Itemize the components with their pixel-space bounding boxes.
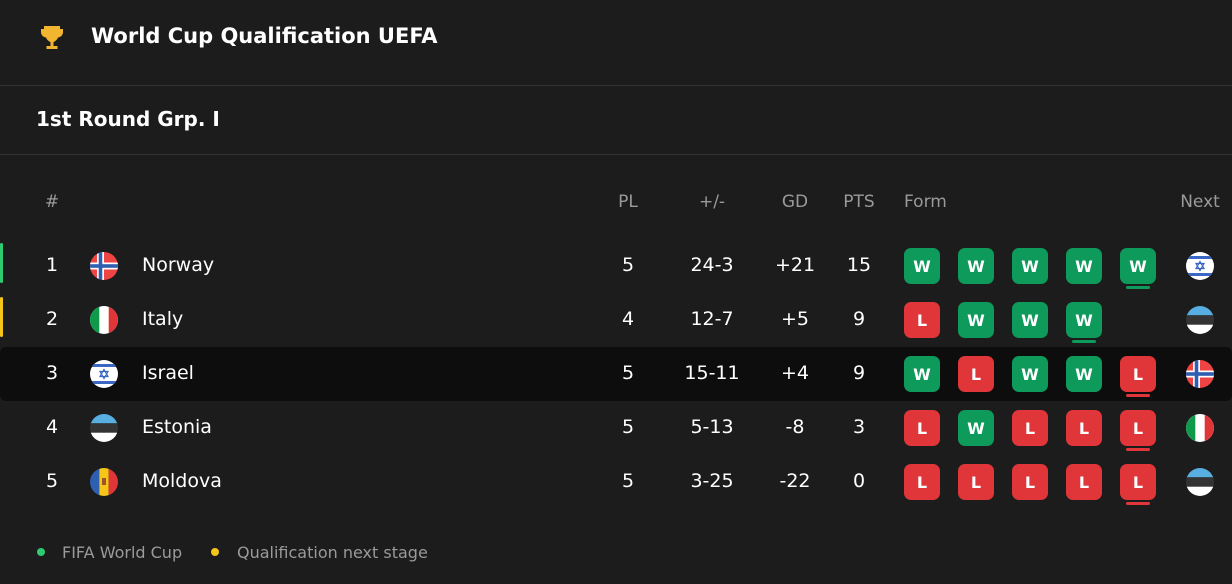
played: 5 — [621, 254, 635, 276]
latest-match-marker — [1126, 286, 1150, 289]
rank: 1 — [45, 254, 59, 276]
form-badge[interactable]: L — [1120, 464, 1156, 500]
goals: 3-25 — [690, 470, 734, 492]
group-title: 1st Round Grp. I — [36, 107, 220, 131]
competition-title[interactable]: World Cup Qualification UEFA — [91, 24, 438, 48]
played: 5 — [621, 416, 635, 438]
next-opponent-flag-icon — [1186, 360, 1214, 388]
table-row[interactable]: 3 Israel 5 15-11 +4 9 W L W W L — [0, 347, 1232, 401]
form-badge[interactable]: W — [1066, 302, 1102, 338]
points: 3 — [852, 416, 866, 438]
table-row[interactable]: 5 Moldova 5 3-25 -22 0 L L L L L — [0, 455, 1232, 509]
goal-difference: +21 — [774, 254, 816, 276]
played: 5 — [621, 470, 635, 492]
next-opponent-flag-icon — [1186, 306, 1214, 334]
col-next: Next — [1180, 192, 1220, 212]
played: 4 — [621, 308, 635, 330]
points: 9 — [852, 308, 866, 330]
team-name[interactable]: Italy — [142, 308, 184, 330]
col-goals: +/- — [698, 192, 726, 212]
form-badge[interactable]: W — [1066, 248, 1102, 284]
trophy-icon — [41, 26, 63, 49]
table-row[interactable]: 2 Italy 4 12-7 +5 9 L W W W — [0, 293, 1232, 347]
rank: 2 — [45, 308, 59, 330]
col-played: PL — [618, 192, 638, 212]
form-badge[interactable]: L — [1120, 410, 1156, 446]
form-badge[interactable]: L — [904, 410, 940, 446]
team-name[interactable]: Moldova — [142, 470, 222, 492]
next-opponent-flag-icon — [1186, 468, 1214, 496]
form-badge[interactable]: W — [904, 356, 940, 392]
form-badge[interactable]: W — [1012, 248, 1048, 284]
goals: 12-7 — [690, 308, 734, 330]
team-name[interactable]: Israel — [142, 362, 194, 384]
latest-match-marker — [1126, 502, 1150, 505]
team-flag-icon — [90, 468, 118, 496]
form-badge[interactable]: L — [1012, 464, 1048, 500]
latest-match-marker — [1126, 394, 1150, 397]
table-row[interactable]: 1 Norway 5 24-3 +21 15 W W W W W — [0, 239, 1232, 293]
played: 5 — [621, 362, 635, 384]
form-badge[interactable]: L — [904, 302, 940, 338]
latest-match-marker — [1072, 340, 1096, 343]
goal-difference: -22 — [779, 470, 811, 492]
rank: 5 — [45, 470, 59, 492]
legend-next-stage: Qualification next stage — [237, 543, 428, 562]
form-badge[interactable]: L — [1012, 410, 1048, 446]
qualification-indicator — [0, 297, 3, 337]
rank: 3 — [45, 362, 59, 384]
col-form: Form — [904, 192, 947, 212]
next-opponent-flag-icon — [1186, 414, 1214, 442]
team-name[interactable]: Norway — [142, 254, 215, 276]
latest-match-marker — [1126, 448, 1150, 451]
qualification-indicator — [0, 243, 3, 283]
legend-dot-next-stage — [211, 548, 219, 556]
next-opponent-flag-icon — [1186, 252, 1214, 280]
team-flag-icon — [90, 360, 118, 388]
competition-header — [0, 0, 1232, 86]
goal-difference: +5 — [780, 308, 810, 330]
team-flag-icon — [90, 252, 118, 280]
form-badge[interactable]: L — [958, 356, 994, 392]
legend-dot-qualify — [37, 548, 45, 556]
form-badge[interactable]: W — [1066, 356, 1102, 392]
goals: 24-3 — [690, 254, 734, 276]
form-badge[interactable]: W — [1120, 248, 1156, 284]
table-row[interactable]: 4 Estonia 5 5-13 -8 3 L W L L L — [0, 401, 1232, 455]
points: 9 — [852, 362, 866, 384]
form-badge[interactable]: W — [958, 410, 994, 446]
form-badge[interactable]: L — [1066, 464, 1102, 500]
form-badge[interactable]: L — [958, 464, 994, 500]
col-gd: GD — [781, 192, 809, 212]
goal-difference: -8 — [785, 416, 805, 438]
form-badge[interactable]: L — [1120, 356, 1156, 392]
col-points: PTS — [843, 192, 875, 212]
team-flag-icon — [90, 414, 118, 442]
legend-qualify: FIFA World Cup — [62, 543, 183, 562]
form-badge[interactable]: W — [958, 248, 994, 284]
goals: 15-11 — [684, 362, 740, 384]
form-badge[interactable]: W — [1012, 356, 1048, 392]
form-badge[interactable]: L — [1066, 410, 1102, 446]
form-badge[interactable]: W — [1012, 302, 1048, 338]
form-badge[interactable]: W — [904, 248, 940, 284]
goal-difference: +4 — [780, 362, 810, 384]
team-flag-icon — [90, 306, 118, 334]
team-name[interactable]: Estonia — [142, 416, 212, 438]
group-header — [0, 86, 1232, 155]
goals: 5-13 — [690, 416, 734, 438]
form-badge[interactable]: W — [958, 302, 994, 338]
points: 15 — [846, 254, 872, 276]
rank: 4 — [45, 416, 59, 438]
col-rank: # — [44, 192, 60, 212]
points: 0 — [852, 470, 866, 492]
form-badge[interactable]: L — [904, 464, 940, 500]
